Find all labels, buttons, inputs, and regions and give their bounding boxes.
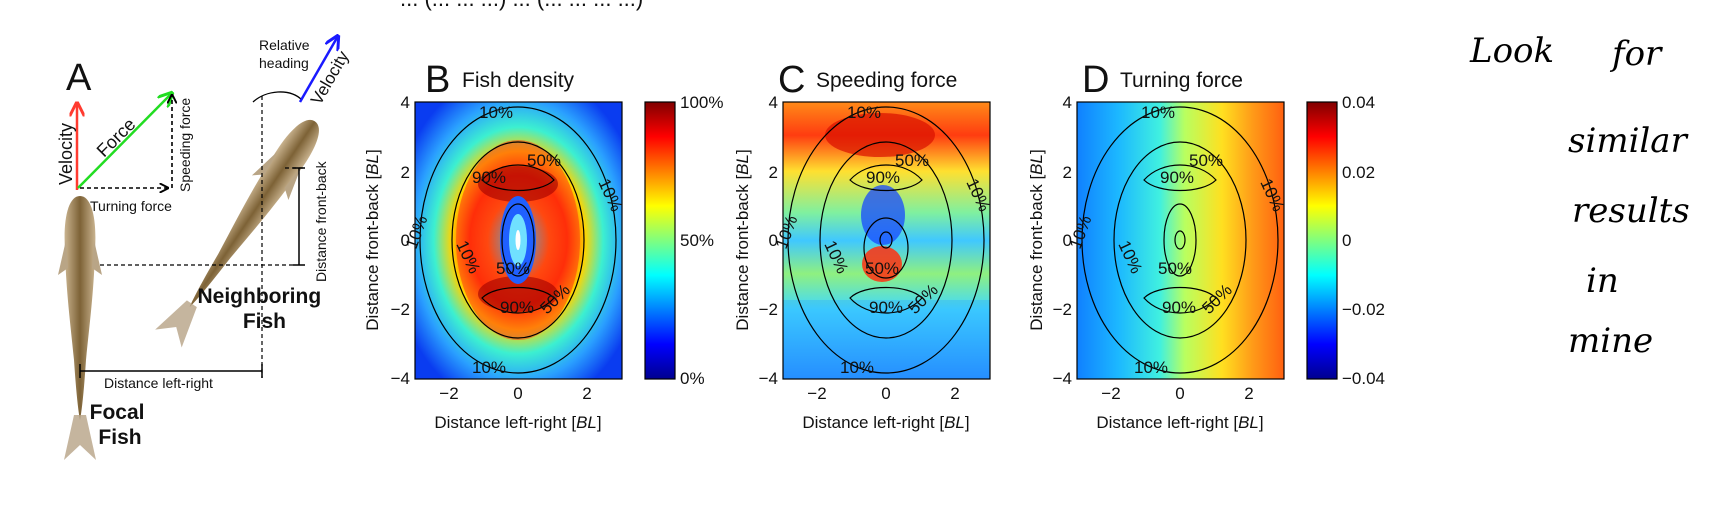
panel-c-contour-label: 50% xyxy=(865,259,899,278)
panel-c-ylabel: Distance front-back [BL] xyxy=(733,149,752,330)
panel-d-contour-label: 90% xyxy=(1160,168,1194,187)
panel-b-contour-label: 50% xyxy=(496,259,530,278)
panel-b: B Fish density 10% 50% 90% 10% xyxy=(363,59,723,432)
focal-fish-label: Focal Fish xyxy=(90,401,151,449)
focal-velocity-label: Velocity xyxy=(56,123,76,185)
panel-b-contour-label: 90% xyxy=(472,168,506,187)
distance-front-back-label: Distance front-back xyxy=(313,160,329,282)
distance-left-right-label: Distance left-right xyxy=(104,375,213,391)
panel-c-contour-label: 10% xyxy=(840,358,874,377)
panel-b-letter: B xyxy=(425,59,450,101)
panel-d-title: Turning force xyxy=(1120,69,1243,92)
panel-a: A Velocity Force Speeding force Turning … xyxy=(56,36,353,460)
panel-d-contour-label: 10% xyxy=(1134,358,1168,377)
panel-d-xlabel: Distance left-right [BL] xyxy=(1096,413,1263,432)
panel-b-xtick: −2 xyxy=(439,384,458,403)
panel-d-ylabel: Distance front-back [BL] xyxy=(1027,149,1046,330)
panel-b-ytick: 2 xyxy=(401,163,410,182)
panel-b-ytick: −2 xyxy=(391,300,410,319)
panel-c-contour-label: 50% xyxy=(895,151,929,170)
panel-b-colorbar xyxy=(644,101,676,380)
neighbor-fish-label: Neighboring Fish xyxy=(198,285,328,333)
panel-d-ytick: 4 xyxy=(1063,93,1072,112)
panel-d-ytick: −4 xyxy=(1053,369,1072,388)
handwritten-word: in xyxy=(1586,261,1619,301)
panel-d-heatmap: 10% 50% 90% 10% 50% 90% 50% 10% 10% 10% xyxy=(1066,101,1288,380)
panel-d-colorbar-tick: −0.04 xyxy=(1342,369,1385,388)
panel-d-xtick: 2 xyxy=(1244,384,1253,403)
handwritten-word: similar xyxy=(1568,121,1689,161)
panel-d-xtick: 0 xyxy=(1175,384,1184,403)
force-label: Force xyxy=(93,114,140,161)
panel-c-ytick: −2 xyxy=(759,300,778,319)
panel-b-contour-label: 90% xyxy=(500,298,534,317)
panel-c-contour-label: 10% xyxy=(847,103,881,122)
handwritten-note: Look for similar results in mine xyxy=(1469,31,1690,361)
relative-heading-arc xyxy=(252,91,303,103)
panel-b-contour-label: 10% xyxy=(479,103,513,122)
panel-b-ytick: 0 xyxy=(401,231,410,250)
panel-c-xlabel: Distance left-right [BL] xyxy=(802,413,969,432)
relative-heading-label: Relative heading xyxy=(259,37,313,71)
panel-c-xtick: 2 xyxy=(950,384,959,403)
panel-b-colorbar-tick: 50% xyxy=(680,231,714,250)
panel-d-contour-label: 10% xyxy=(1141,103,1175,122)
panel-b-xtick: 2 xyxy=(582,384,591,403)
panel-d-ytick: 2 xyxy=(1063,163,1072,182)
top-text-fragment: ... (... ... ...) ... (... ... ... ...) xyxy=(400,0,643,11)
panel-c-ytick: 2 xyxy=(769,163,778,182)
panel-d-ytick: 0 xyxy=(1063,231,1072,250)
relative-heading-line-2: heading xyxy=(259,55,309,71)
panel-d-contour-label: 50% xyxy=(1158,259,1192,278)
handwritten-word: for xyxy=(1609,34,1663,74)
panel-b-ylabel: Distance front-back [BL] xyxy=(363,149,382,330)
panel-b-heatmap: 10% 50% 90% 10% 50% 90% 50% 10% 10% 10% xyxy=(402,101,626,380)
panel-c-xtick: −2 xyxy=(807,384,826,403)
force-arrow xyxy=(77,93,172,189)
neighbor-fish-image xyxy=(155,119,319,348)
panel-d-colorbar-tick: 0 xyxy=(1342,231,1351,250)
turning-force-label: Turning force xyxy=(90,198,172,214)
panel-d-ytick: −2 xyxy=(1053,300,1072,319)
panel-d: D Turning force 10% 50% 90% 10% 50% 90% … xyxy=(1027,59,1385,432)
panel-c-contour-label: 90% xyxy=(866,168,900,187)
panel-b-contour-label: 50% xyxy=(527,151,561,170)
speeding-force-label: Speeding force xyxy=(177,98,193,192)
handwritten-word: results xyxy=(1572,191,1690,231)
panel-b-ytick: 4 xyxy=(401,93,410,112)
panel-b-xlabel: Distance left-right [BL] xyxy=(434,413,601,432)
panel-d-letter: D xyxy=(1082,59,1109,101)
panel-d-contour-label: 90% xyxy=(1162,298,1196,317)
panel-c: C Speeding force 10% 50% 90% 10% 5 xyxy=(733,59,994,432)
panel-c-xtick: 0 xyxy=(881,384,890,403)
panel-d-colorbar-tick: 0.04 xyxy=(1342,93,1375,112)
handwritten-word: mine xyxy=(1568,321,1653,361)
panel-c-letter: C xyxy=(778,59,805,101)
panel-b-xtick: 0 xyxy=(513,384,522,403)
panel-c-ytick: 4 xyxy=(769,93,778,112)
relative-heading-line-1: Relative xyxy=(259,37,310,53)
panel-d-colorbar xyxy=(1306,101,1338,380)
panel-a-letter: A xyxy=(66,57,92,99)
panel-c-contour-label: 90% xyxy=(869,298,903,317)
panel-b-colorbar-tick: 0% xyxy=(680,369,705,388)
panel-d-colorbar-tick: 0.02 xyxy=(1342,163,1375,182)
panel-b-colorbar-tick: 100% xyxy=(680,93,723,112)
panel-b-ytick: −4 xyxy=(391,369,410,388)
focal-fish-image xyxy=(58,196,102,460)
panel-c-ytick: 0 xyxy=(769,231,778,250)
panel-d-colorbar-tick: −0.02 xyxy=(1342,300,1385,319)
handwritten-word: Look xyxy=(1469,31,1554,71)
panel-b-title: Fish density xyxy=(462,69,575,92)
panel-c-ytick: −4 xyxy=(759,369,778,388)
panel-d-xtick: −2 xyxy=(1101,384,1120,403)
panel-c-title: Speeding force xyxy=(816,69,957,92)
panel-d-contour-label: 50% xyxy=(1189,151,1223,170)
panel-b-contour-label: 10% xyxy=(472,358,506,377)
neighbor-velocity-arrow xyxy=(298,36,338,103)
panel-c-heatmap: 10% 50% 90% 10% 50% 90% 50% 10% 10% 10% xyxy=(772,101,994,380)
